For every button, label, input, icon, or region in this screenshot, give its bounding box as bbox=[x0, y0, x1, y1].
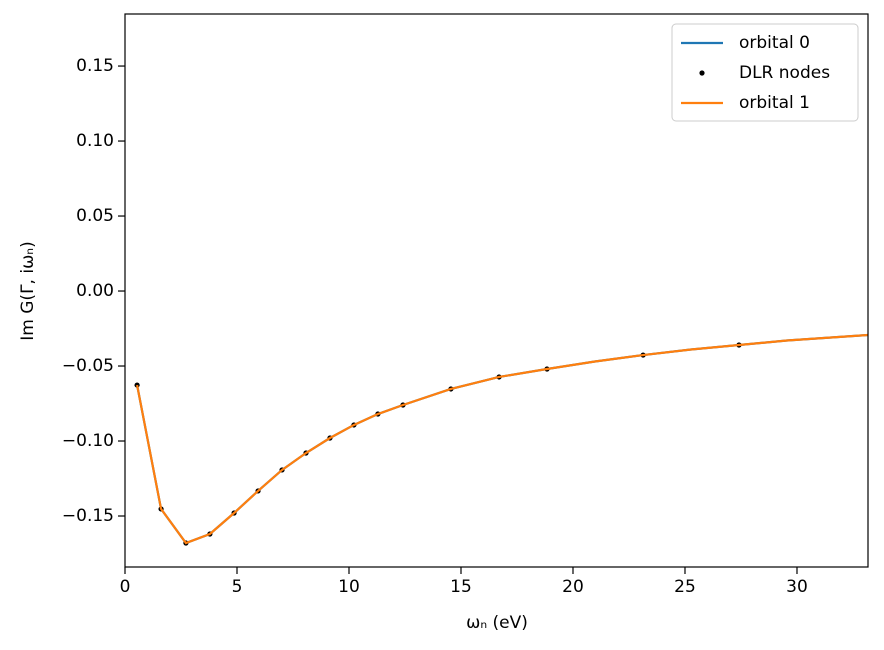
y-tick-label: 0.05 bbox=[76, 206, 114, 226]
y-tick-label: 0.00 bbox=[76, 281, 114, 301]
y-tick-label: 0.15 bbox=[76, 56, 114, 76]
y-tick-label: −0.10 bbox=[62, 431, 114, 451]
y-tick-label: −0.15 bbox=[62, 506, 114, 526]
y-tick-label: 0.10 bbox=[76, 131, 114, 151]
x-axis-label: ωₙ (eV) bbox=[466, 613, 528, 633]
x-tick-label: 20 bbox=[562, 577, 584, 597]
line bbox=[136, 333, 868, 545]
line bbox=[136, 333, 868, 545]
x-tick-label: 25 bbox=[674, 577, 696, 597]
x-tick-label: 10 bbox=[338, 577, 360, 597]
legend-marker bbox=[699, 70, 705, 76]
y-axis-label: Im G(Γ, iωₙ) bbox=[18, 241, 38, 340]
x-tick-label: 0 bbox=[120, 577, 131, 597]
legend-label: orbital 1 bbox=[739, 93, 810, 113]
legend-label: orbital 0 bbox=[739, 33, 810, 53]
x-tick-label: 5 bbox=[232, 577, 243, 597]
x-tick-label: 30 bbox=[786, 577, 808, 597]
legend-box bbox=[671, 23, 859, 122]
legend-label: DLR nodes bbox=[739, 63, 830, 83]
axes-frame bbox=[124, 13, 869, 568]
x-tick-label: 15 bbox=[450, 577, 472, 597]
y-tick-label: −0.05 bbox=[62, 356, 114, 376]
plot-area bbox=[134, 333, 868, 546]
